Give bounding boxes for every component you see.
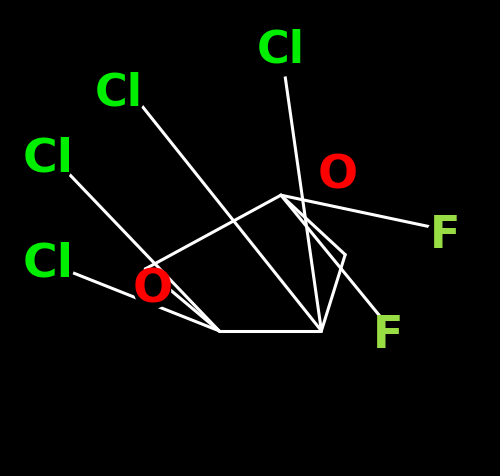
Circle shape <box>93 67 146 119</box>
Text: Cl: Cl <box>95 71 143 114</box>
Text: Cl: Cl <box>257 29 305 71</box>
Text: F: F <box>373 314 403 357</box>
Text: O: O <box>318 154 358 198</box>
Circle shape <box>370 317 406 354</box>
Circle shape <box>22 238 74 290</box>
Circle shape <box>255 24 307 76</box>
Text: Cl: Cl <box>22 242 73 287</box>
Text: F: F <box>430 214 460 257</box>
Circle shape <box>320 158 356 194</box>
Text: Cl: Cl <box>22 137 73 182</box>
Circle shape <box>427 218 463 254</box>
Text: O: O <box>132 268 172 313</box>
Circle shape <box>22 133 74 186</box>
Circle shape <box>134 272 170 308</box>
